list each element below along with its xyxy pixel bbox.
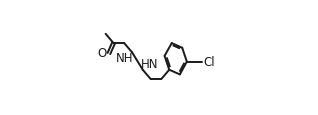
Text: O: O (98, 47, 107, 60)
Text: NH: NH (116, 52, 134, 65)
Text: Cl: Cl (203, 55, 215, 68)
Text: HN: HN (141, 58, 159, 71)
